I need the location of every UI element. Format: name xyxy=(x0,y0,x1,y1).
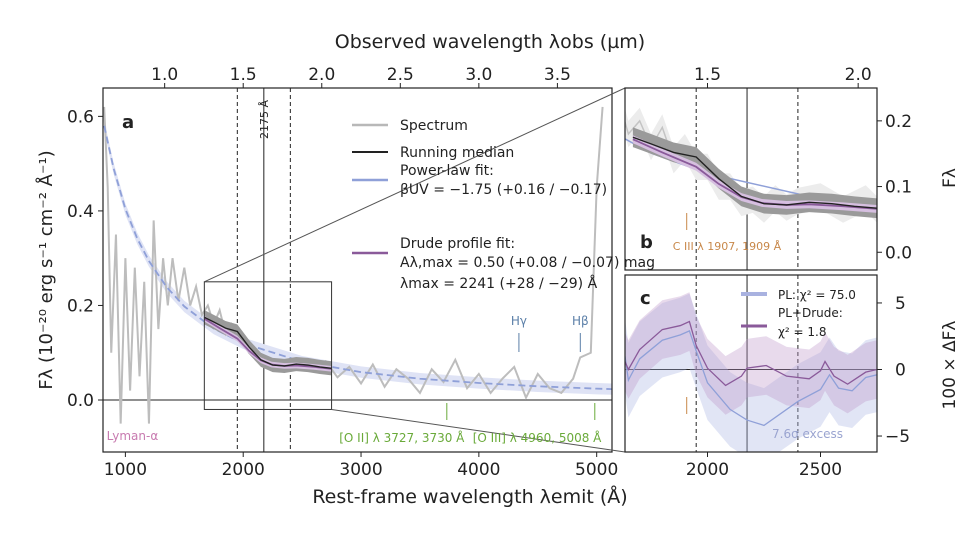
running-median-band xyxy=(204,310,332,376)
x-tick-label: 2000 xyxy=(222,460,265,480)
running-median-line xyxy=(632,136,877,209)
y-axis-label-b: Fλ xyxy=(940,168,960,188)
y-tick-label: −5 xyxy=(885,427,910,447)
panel-a-plot xyxy=(103,88,612,452)
y-tick-label: 0.2 xyxy=(885,112,912,132)
annotation-label: Lyman-α xyxy=(107,429,159,443)
top-x-tick-label: 1.5 xyxy=(694,65,721,85)
top-x-tick-label: 3.0 xyxy=(465,65,492,85)
legend-label: Running median xyxy=(400,145,514,161)
top-x-tick-label: 2.5 xyxy=(387,65,414,85)
y-tick-label: 0.6 xyxy=(67,107,94,127)
x-tick-label: 4000 xyxy=(457,460,500,480)
x-tick-label: 2500 xyxy=(799,460,842,480)
y-tick-label: 0.1 xyxy=(885,178,912,198)
annotation-label: Hβ xyxy=(572,314,589,328)
running-median-line xyxy=(204,316,332,370)
y-axis-label-c: 100 × ΔFλ xyxy=(940,321,960,410)
zoom-connector-bottom xyxy=(331,408,626,453)
annotation-label: [O II] λ 3727, 3730 Å xyxy=(339,430,465,445)
drude-band xyxy=(632,135,877,213)
legend-label-amax: Aλ,max = 0.50 (+0.08 / −0.07) mag xyxy=(400,255,655,271)
top-x-tick-label: 2.0 xyxy=(845,65,872,85)
panel-c-frame xyxy=(624,274,878,453)
zoom-box xyxy=(203,281,333,410)
annotation-label: Hγ xyxy=(511,314,527,328)
y-tick-label: 0 xyxy=(895,360,906,380)
panel-b-frame xyxy=(624,87,878,271)
legend-label-beta: βUV = −1.75 (+0.16 / −0.17) xyxy=(400,182,607,198)
y-axis-label: Fλ (10⁻²⁰ erg s⁻¹ cm⁻² Å⁻¹) xyxy=(35,150,57,389)
legend-label: Drude profile fit: xyxy=(400,236,515,252)
panel-b-plot xyxy=(625,88,877,270)
y-tick-label: 0.4 xyxy=(67,202,94,222)
top-x-tick-label: 2.0 xyxy=(308,65,335,85)
panel-label-b: b xyxy=(640,232,653,253)
panel-c-plot xyxy=(625,275,877,452)
annotation-label: C III λ 1907, 1909 Å xyxy=(673,240,782,253)
y-tick-label: 0.0 xyxy=(67,391,94,411)
legend-label: Spectrum xyxy=(400,118,468,134)
top-x-axis-label: Observed wavelength λobs (µm) xyxy=(335,31,645,53)
legend-label-lmax: λmax = 2241 (+28 / −29) Å xyxy=(400,275,598,292)
legend-label: Power-law fit: xyxy=(400,163,494,179)
y-tick-label: 0.0 xyxy=(885,243,912,263)
annotation-label: [O III] λ 4960, 5008 Å xyxy=(473,430,602,445)
x-tick-label: 1000 xyxy=(104,460,147,480)
top-x-tick-label: 3.5 xyxy=(544,65,571,85)
running-median-band xyxy=(632,127,877,219)
x-tick-label: 5000 xyxy=(575,460,618,480)
vline-2175-label: 2175 Å xyxy=(258,100,271,139)
x-tick-label: 2000 xyxy=(686,460,729,480)
panel-label-c: c xyxy=(640,288,651,309)
top-x-tick-label: 1.5 xyxy=(230,65,257,85)
excess-annotation: 7.6σ excess xyxy=(772,427,843,441)
legend-label: PL: χ² = 75.0 xyxy=(778,288,856,302)
panel-label-a: a xyxy=(122,112,134,133)
y-tick-label: 0.2 xyxy=(67,296,94,316)
zoom-connector-top xyxy=(204,87,626,283)
residual-line xyxy=(625,330,877,427)
top-x-tick-label: 1.0 xyxy=(151,65,178,85)
x-axis-label: Rest-frame wavelength λemit (Å) xyxy=(312,485,627,508)
x-tick-label: 3000 xyxy=(339,460,382,480)
panel-a-frame xyxy=(102,87,613,453)
residual-band xyxy=(625,293,877,452)
legend-label: PL+Drude: xyxy=(778,306,843,320)
y-tick-label: 5 xyxy=(895,294,906,314)
legend-label: χ² = 1.8 xyxy=(778,325,827,339)
residual-line xyxy=(625,320,877,387)
